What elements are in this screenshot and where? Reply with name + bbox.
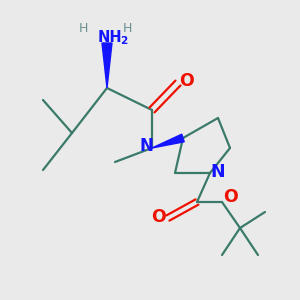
- Text: H: H: [122, 22, 132, 34]
- Text: 2: 2: [120, 36, 128, 46]
- Text: N: N: [139, 137, 153, 155]
- Polygon shape: [152, 134, 184, 148]
- Text: O: O: [223, 188, 237, 206]
- Text: N: N: [211, 163, 225, 181]
- Polygon shape: [102, 43, 112, 88]
- Text: H: H: [78, 22, 88, 34]
- Text: NH: NH: [98, 29, 122, 44]
- Text: O: O: [178, 72, 194, 90]
- Text: O: O: [151, 208, 165, 226]
